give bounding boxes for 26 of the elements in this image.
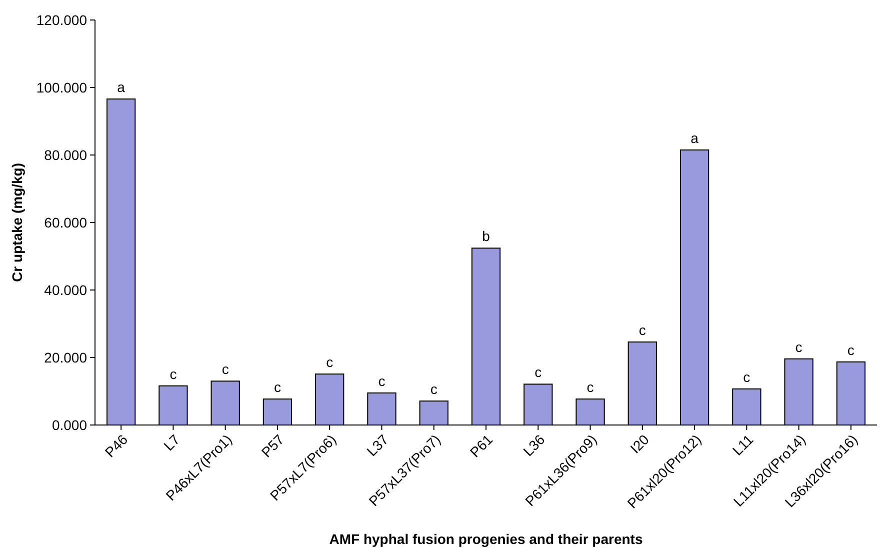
y-tick-label: 60.000 <box>44 214 88 230</box>
annotation: c <box>638 322 646 338</box>
annotation: c <box>326 354 334 370</box>
annotation: c <box>430 381 438 398</box>
x-axis-title: AMF hyphal fusion progenies and their parents <box>329 531 643 547</box>
y-tick-label: 80.000 <box>44 146 88 163</box>
annotation: c <box>222 361 229 378</box>
annotation: c <box>586 379 594 396</box>
y-tick-label: 20.000 <box>44 349 88 366</box>
y-tick-label: 120.000 <box>36 12 88 28</box>
x-tick-label: P46 <box>102 431 131 460</box>
y-axis-title: Cr uptake (mg/kg) <box>9 162 25 282</box>
annotation: c <box>795 338 802 355</box>
annotation: c <box>274 379 281 396</box>
annotation: a <box>117 78 126 95</box>
annotation: a <box>690 130 699 146</box>
y-tick-label: 0.000 <box>52 416 88 433</box>
annotation: b <box>482 228 490 244</box>
annotation: c <box>378 372 386 389</box>
annotation: c <box>743 368 750 385</box>
y-tick-label: 40.000 <box>44 282 88 298</box>
x-tick-label: P61 <box>466 431 496 460</box>
annotation: c <box>170 366 177 382</box>
annotation: c <box>847 342 854 358</box>
y-tick-label: 100.000 <box>36 79 88 96</box>
annotation: c <box>534 364 542 380</box>
